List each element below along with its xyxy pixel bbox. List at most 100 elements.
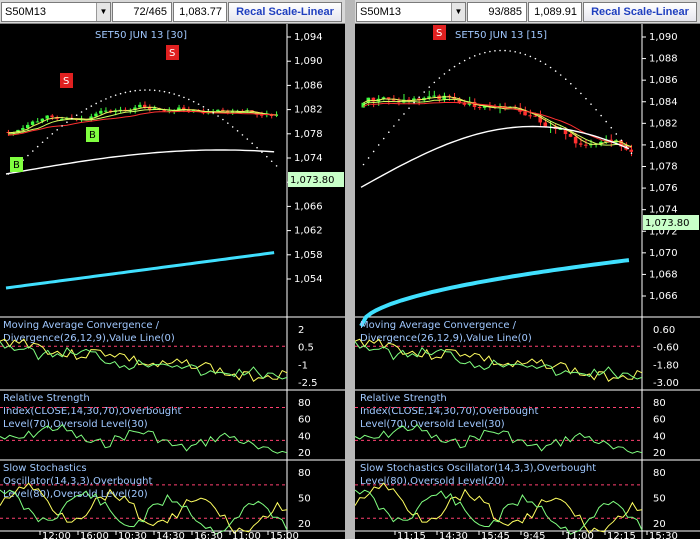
sar-dot xyxy=(509,50,511,52)
candle-body xyxy=(543,122,548,128)
time-tick-label: 15:00 xyxy=(270,531,299,539)
sar-dot xyxy=(463,59,466,62)
candle-body xyxy=(21,128,25,130)
sar-dot xyxy=(251,142,253,145)
sar-dot xyxy=(438,77,441,79)
indicator-tick-label: 40 xyxy=(653,431,666,442)
sar-dot xyxy=(236,130,239,132)
panel-divider[interactable] xyxy=(345,0,355,539)
candle-body xyxy=(50,115,54,118)
symbol-select[interactable]: S50M13 ▼ xyxy=(1,2,111,22)
sar-dot xyxy=(212,111,214,114)
candle-body xyxy=(138,104,142,108)
sar-dot xyxy=(105,98,107,100)
sar-dot xyxy=(90,105,93,107)
candle-body xyxy=(186,109,191,113)
indicator-title: Relative Strength xyxy=(3,393,90,404)
sar-dot xyxy=(372,150,375,153)
candle-body xyxy=(533,115,537,117)
sar-dot xyxy=(362,163,365,166)
candle-body xyxy=(442,95,446,100)
chart-title: SET50 JUN 13 [15] xyxy=(455,30,547,41)
candle-body xyxy=(371,97,376,102)
sar-dot xyxy=(85,108,88,110)
price-tick-label: 1,086 xyxy=(294,80,323,91)
candle-body xyxy=(629,149,633,152)
indicator-tick-label: 20 xyxy=(298,519,311,530)
candle-body xyxy=(568,134,573,137)
candle-body xyxy=(143,104,147,108)
price-chart[interactable]: SET50 JUN 13 [30] 1,094 1,090 1,086 1,082 1,0… xyxy=(0,24,345,539)
candle-body xyxy=(89,116,93,120)
sar-dot xyxy=(173,93,175,95)
candle-body xyxy=(386,97,391,100)
sar-dot xyxy=(580,92,582,95)
candle-body xyxy=(182,107,186,110)
sar-dot xyxy=(443,73,446,75)
candle-body xyxy=(391,99,396,101)
chart-panel-left[interactable]: S50M13 ▼ 72/465 1,083.77 Recal Scale-Line… xyxy=(0,0,345,539)
sar-dot xyxy=(270,160,273,163)
candle-body xyxy=(381,97,386,99)
recal-scale-button[interactable]: Recal Scale-Linear xyxy=(583,2,697,22)
candle-body xyxy=(523,111,527,116)
sar-dot xyxy=(256,146,258,149)
signal-label: B xyxy=(89,130,96,141)
sar-dot xyxy=(178,94,180,97)
chevron-down-icon[interactable]: ▼ xyxy=(96,3,110,21)
sar-dot xyxy=(110,96,112,98)
candle-body xyxy=(599,141,603,144)
price-tick-label: 1,072 xyxy=(649,226,678,237)
price-tick-label: 1,054 xyxy=(294,274,323,285)
last-price-badge xyxy=(643,215,699,230)
chart-panel-right[interactable]: S50M13 ▼ 93/885 1,089.91 Recal Scale-Line… xyxy=(355,0,700,539)
sar-dot xyxy=(41,141,44,144)
indicator-title: Divergence(26,12,9),Value Line(0) xyxy=(3,333,175,344)
indicator-line xyxy=(0,341,288,380)
candle-body xyxy=(167,110,171,112)
candle-body xyxy=(104,110,108,112)
sar-dot xyxy=(95,102,97,105)
price-tick-label: 1,074 xyxy=(649,205,678,216)
symbol-select[interactable]: S50M13 ▼ xyxy=(356,2,466,22)
sar-dot xyxy=(605,120,607,123)
sar-dot xyxy=(448,69,451,71)
indicator-tick-label: 20 xyxy=(298,448,311,459)
indicator-line xyxy=(0,423,288,454)
sar-dot xyxy=(549,66,552,69)
chevron-down-icon[interactable]: ▼ xyxy=(451,3,465,21)
sar-dot xyxy=(484,51,486,54)
recal-scale-button[interactable]: Recal Scale-Linear xyxy=(228,2,342,22)
sar-dot xyxy=(610,126,613,129)
candle-body xyxy=(563,128,568,135)
sar-dot xyxy=(388,131,390,134)
moving-average-cyan xyxy=(5,251,275,290)
time-tick-label: 9:45 xyxy=(523,531,545,539)
bar-count-box: 72/465 xyxy=(112,2,172,22)
sar-dot xyxy=(71,117,73,120)
last-price-badge xyxy=(288,172,344,187)
indicator-title: Moving Average Convergence / xyxy=(360,320,517,331)
candle-body xyxy=(40,118,44,122)
time-tick-label: 12:00 xyxy=(42,531,71,539)
time-tick-label: 11:00 xyxy=(565,531,594,539)
toolbar: S50M13 ▼ 72/465 1,083.77 Recal Scale-Line… xyxy=(0,0,345,24)
sar-dot xyxy=(504,49,506,52)
time-tick-label: 15:30 xyxy=(649,531,678,539)
indicator-tick-label: 40 xyxy=(298,431,311,442)
signal-label: S xyxy=(169,48,175,59)
candle-body xyxy=(162,109,166,112)
sar-dot xyxy=(227,122,229,124)
sar-dot xyxy=(261,151,263,153)
signal-marker xyxy=(10,157,23,172)
sar-dot xyxy=(7,173,10,175)
indicator-tick-label: 20 xyxy=(653,448,666,459)
indicator-title: Level(80),Oversold Level(20) xyxy=(360,476,505,487)
candle-body xyxy=(447,95,451,97)
price-tick-label: 1,070 xyxy=(649,248,678,259)
sar-dot xyxy=(183,96,185,99)
price-tick-label: 1,058 xyxy=(294,250,323,261)
sar-dot xyxy=(625,145,628,148)
price-chart[interactable]: SET50 JUN 13 [15] 1,090 1,088 1,086 1,084 1,0… xyxy=(355,24,700,539)
sar-dot xyxy=(382,137,385,140)
